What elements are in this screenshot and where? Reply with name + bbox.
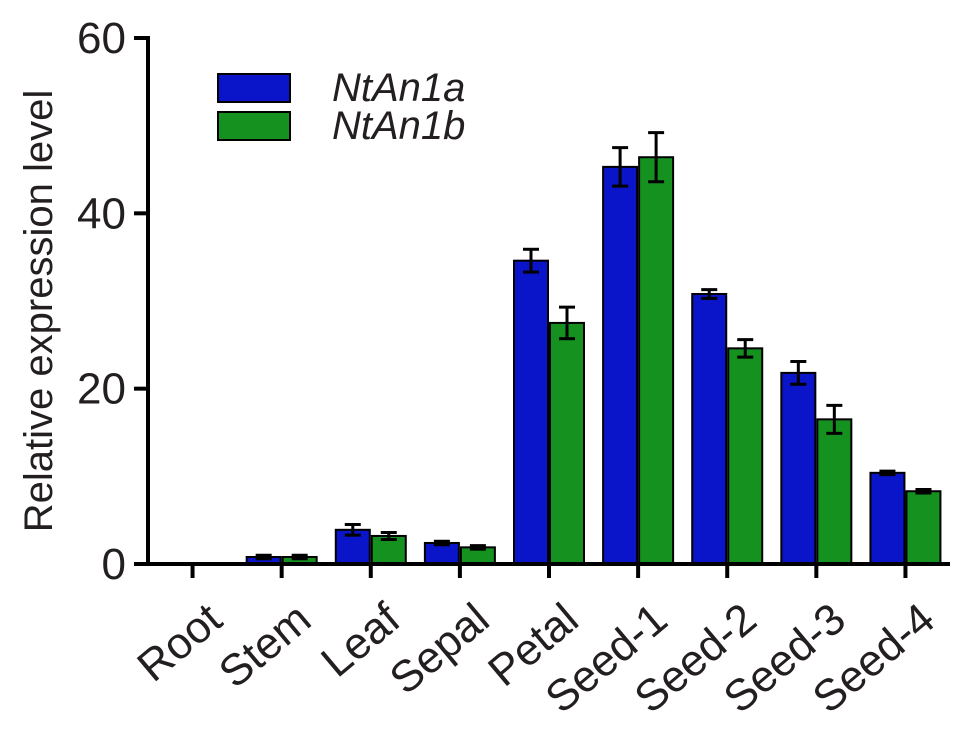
error-bar-NtAn1b-Stem bbox=[291, 553, 308, 561]
bar-NtAn1b-Seed-4 bbox=[905, 490, 942, 565]
y-tick-label-40: 40 bbox=[77, 189, 126, 238]
bar-NtAn1a-Seed-4 bbox=[869, 471, 906, 565]
x-tick-label-Sepal: Sepal bbox=[381, 594, 499, 704]
error-bars-layer bbox=[255, 131, 932, 561]
y-tick-label-60: 60 bbox=[77, 14, 126, 63]
y-tick-label-0: 0 bbox=[102, 540, 126, 589]
legend-label-NtAn1b: NtAn1b bbox=[332, 104, 465, 148]
bar-NtAn1b-Petal bbox=[549, 321, 585, 565]
y-tick-label-20: 20 bbox=[77, 365, 126, 414]
error-bar-NtAn1a-Seed-3 bbox=[790, 359, 807, 386]
error-bar-NtAn1a-Petal bbox=[523, 247, 539, 274]
bar-NtAn1b-Seed-3 bbox=[816, 418, 853, 565]
bar-NtAn1a-Petal bbox=[513, 259, 549, 565]
legend-item-NtAn1b: NtAn1b bbox=[217, 104, 465, 148]
x-tick-label-Stem: Stem bbox=[210, 594, 320, 698]
x-tick-label-Root: Root bbox=[128, 594, 231, 691]
error-bar-NtAn1b-Seed-2 bbox=[737, 338, 754, 359]
bar-NtAn1a-Seed-3 bbox=[780, 371, 817, 565]
bar-NtAn1b-Seed-2 bbox=[727, 347, 764, 565]
error-bar-NtAn1b-Sepal bbox=[469, 544, 486, 551]
error-bar-NtAn1a-Seed-4 bbox=[879, 469, 896, 477]
y-axis-title: Relative expression level bbox=[17, 90, 61, 532]
legend-swatch-NtAn1a bbox=[217, 73, 291, 103]
ticks-layer: 0204060RootStemLeafSepalPetalSeed-1Seed-… bbox=[77, 14, 944, 723]
bar-NtAn1b-Seed-1 bbox=[638, 156, 675, 566]
error-bar-NtAn1a-Seed-1 bbox=[612, 146, 629, 188]
error-bar-NtAn1b-Leaf bbox=[380, 530, 397, 541]
error-bar-NtAn1a-Sepal bbox=[433, 539, 450, 547]
error-bar-NtAn1b-Seed-1 bbox=[648, 131, 665, 184]
bar-NtAn1a-Seed-2 bbox=[691, 292, 728, 565]
error-bar-NtAn1b-Petal bbox=[559, 305, 575, 341]
bar-NtAn1a-Seed-1 bbox=[602, 165, 639, 565]
error-bar-NtAn1b-Seed-3 bbox=[826, 403, 843, 435]
error-bar-NtAn1a-Stem bbox=[255, 553, 272, 561]
legend-item-NtAn1a: NtAn1a bbox=[217, 66, 465, 110]
error-bar-NtAn1b-Seed-4 bbox=[915, 487, 932, 495]
legend-label-NtAn1a: NtAn1a bbox=[332, 66, 465, 110]
bars-layer bbox=[192, 156, 942, 566]
error-bar-NtAn1a-Seed-2 bbox=[701, 288, 718, 300]
legend-swatch-NtAn1b bbox=[217, 111, 291, 141]
error-bar-NtAn1a-Leaf bbox=[344, 523, 361, 537]
